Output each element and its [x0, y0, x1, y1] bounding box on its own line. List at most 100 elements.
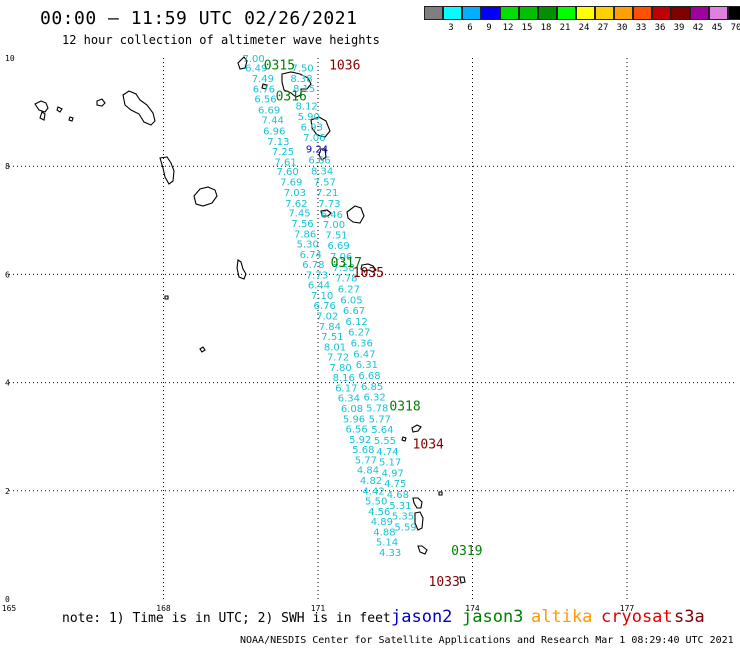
- swh-value-label: 7.86: [294, 229, 316, 240]
- pass-time-label: 0316: [276, 89, 307, 104]
- colorbar-swatch: [690, 6, 709, 20]
- swh-value-label: 7.13: [267, 137, 289, 148]
- island: [414, 511, 424, 531]
- lat-tick-label: 8: [5, 162, 10, 171]
- swh-value-label: 4.84: [357, 466, 379, 477]
- swh-value-label: 5.59: [394, 523, 416, 534]
- swh-value-label: 7.03: [284, 188, 306, 199]
- swh-value-label: 7.56: [291, 219, 313, 230]
- swh-value-label: 4.56: [368, 507, 390, 518]
- swh-value-label: 5.35: [392, 512, 414, 523]
- pass-time-label: 0315: [264, 58, 295, 73]
- footer-credit: NOAA/NESDIS Center for Satellite Applica…: [240, 635, 734, 646]
- island: [193, 186, 218, 207]
- swh-value-label: 6.46: [321, 210, 343, 221]
- swh-value-label: 5.77: [355, 455, 377, 466]
- colorbar-tick-label: 21: [559, 23, 571, 33]
- island: [164, 295, 169, 300]
- swh-value-label: 6.44: [308, 281, 330, 292]
- map-title: 00:00 – 11:59 UTC 02/26/2021: [40, 8, 358, 29]
- colorbar-tick-label: 18: [540, 23, 552, 33]
- colorbar-swatch: [481, 6, 500, 20]
- swh-value-label: 8.12: [296, 102, 318, 113]
- lat-tick-label: 0: [5, 595, 10, 604]
- island: [199, 346, 206, 353]
- swh-value-label: 6.27: [348, 328, 370, 339]
- pass-time-label: 1036: [329, 58, 360, 73]
- swh-value-label: 4.75: [384, 479, 406, 490]
- lat-tick-label: 10: [5, 54, 15, 63]
- swh-value-label: 6.74: [300, 250, 322, 261]
- lon-tick-label: 174: [465, 604, 480, 613]
- pass-time-label: 1034: [413, 438, 444, 453]
- colorbar-tick-label: 70: [730, 23, 740, 33]
- colorbar-tick-label: 12: [502, 23, 514, 33]
- swh-value-label: 6.27: [338, 284, 360, 295]
- colorbar-tick-label: 3: [448, 23, 454, 33]
- swh-value-label: 6.67: [343, 306, 365, 317]
- island: [318, 148, 327, 161]
- island: [417, 545, 428, 555]
- swh-value-label: 7.21: [316, 188, 338, 199]
- swh-value-label: 7.61: [274, 157, 296, 168]
- colorbar-tick-label: 42: [692, 23, 704, 33]
- swh-value-label: 6.12: [345, 317, 367, 328]
- legend-cryosat: cryosat: [601, 607, 673, 627]
- swh-value-label: 5.78: [366, 403, 388, 414]
- swh-value-label: 5.14: [376, 538, 398, 549]
- swh-value-label: 7.00: [323, 220, 345, 231]
- island: [346, 205, 365, 224]
- swh-value-label: 7.78: [335, 274, 357, 285]
- swh-value-label: 8.01: [324, 342, 346, 353]
- swh-value-label: 5.31: [389, 501, 411, 512]
- swh-value-label: 7.51: [325, 230, 347, 241]
- lon-tick-label: 168: [156, 604, 171, 613]
- island: [360, 263, 377, 273]
- swh-value-label: 7.62: [285, 199, 307, 210]
- island: [411, 424, 422, 433]
- swh-value-label: 5.68: [352, 445, 374, 456]
- pass-time-label: 0317: [331, 256, 362, 271]
- lat-tick-label: 2: [5, 487, 10, 496]
- swh-value-label: 7.44: [262, 116, 284, 127]
- swh-value-label: 6.56: [254, 95, 276, 106]
- legend-s3a: s3a: [674, 607, 705, 627]
- swh-value-label: 6.69: [327, 241, 349, 252]
- lat-tick-label: 4: [5, 379, 10, 388]
- map-subtitle: 12 hour collection of altimeter wave hei…: [62, 33, 380, 47]
- swh-value-label: 7.73: [306, 270, 328, 281]
- colorbar-swatch: [595, 6, 614, 20]
- colorbar-tick-label: 39: [673, 23, 685, 33]
- swh-value-label: 7.00: [242, 54, 264, 65]
- colorbar-tick-label: 6: [467, 23, 473, 33]
- swh-value-label: 4.89: [371, 517, 393, 528]
- colorbar-tick-label: 36: [654, 23, 666, 33]
- swh-value-label: 5.90: [298, 112, 320, 123]
- colorbar-tick-label: 15: [521, 23, 533, 33]
- colorbar-swatch: [614, 6, 633, 20]
- swh-value-label: 8.34: [311, 167, 333, 178]
- swh-value-label: 6.96: [263, 126, 285, 137]
- colorbar-swatch: [557, 6, 576, 20]
- island: [34, 100, 49, 113]
- swh-value-label: 6.08: [341, 404, 363, 415]
- pass-time-label: 0318: [389, 399, 420, 414]
- colorbar-swatch: [462, 6, 481, 20]
- swh-value-label: 4.88: [373, 527, 395, 538]
- swh-value-label: 6.69: [258, 105, 280, 116]
- colorbar-tick-label: 30: [616, 23, 628, 33]
- swh-value-label: 6.31: [356, 360, 378, 371]
- lon-tick-label: 171: [311, 604, 326, 613]
- swh-value-label: 6.05: [340, 295, 362, 306]
- swh-value-label: 8.16: [333, 373, 355, 384]
- swh-value-label: 4.82: [360, 476, 382, 487]
- swh-value-label: 5.30: [297, 240, 319, 251]
- lon-tick-label: 177: [620, 604, 635, 613]
- colorbar-swatch: [728, 6, 740, 20]
- swh-value-label: 5.77: [369, 414, 391, 425]
- legend-altika: altika: [531, 607, 593, 627]
- island: [122, 90, 156, 126]
- swh-value-label: 6.68: [358, 371, 380, 382]
